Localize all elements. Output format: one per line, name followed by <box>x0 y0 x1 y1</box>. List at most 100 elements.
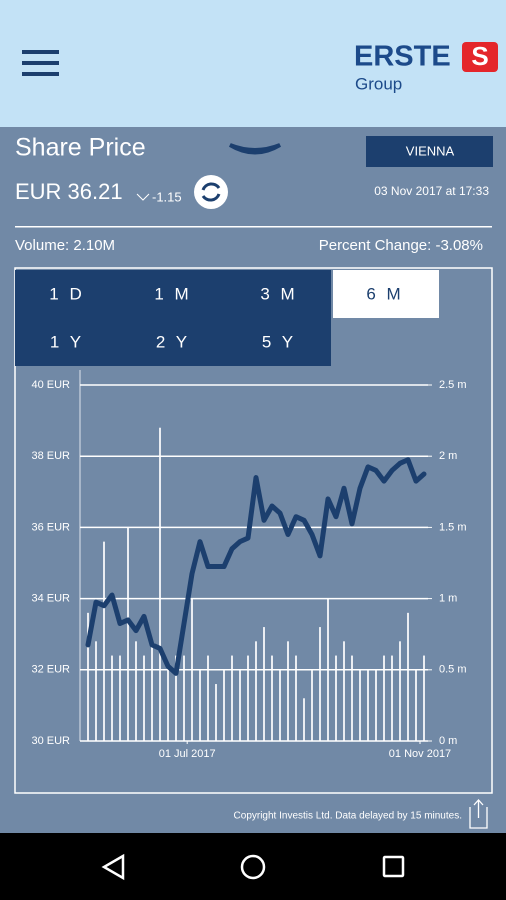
y2-tick-label: 1.5 m <box>439 521 467 533</box>
volume-bar <box>391 655 393 741</box>
volume-bar <box>111 655 113 741</box>
y-tick-label: 38 EUR <box>31 450 70 462</box>
logo-sub: Group <box>355 74 402 93</box>
range-button[interactable]: 5 Y <box>262 332 296 351</box>
volume-bar <box>223 669 225 741</box>
volume: Volume: 2.10M <box>15 237 115 254</box>
logo-icon-s: S <box>471 41 488 71</box>
volume-bar <box>207 655 209 741</box>
volume-bar <box>231 655 233 741</box>
volume-bar <box>383 655 385 741</box>
exchange-button[interactable] <box>366 136 493 167</box>
range-button[interactable]: 3 M <box>260 284 297 303</box>
volume-bar <box>199 669 201 741</box>
volume-bar <box>191 598 193 741</box>
down-arrow <box>136 193 150 201</box>
exchange-label: VIENNA <box>406 143 455 158</box>
refresh-button[interactable] <box>194 175 228 209</box>
volume-bar <box>87 612 89 741</box>
header-bar <box>0 0 506 127</box>
y2-tick-label: 2 m <box>439 450 457 462</box>
volume-bar <box>151 641 153 741</box>
volume-bar <box>279 669 281 741</box>
chart-frame <box>14 267 493 794</box>
y2-tick-label: 1 m <box>439 593 457 605</box>
home-button[interactable] <box>240 854 266 880</box>
percent-change: Percent Change: -3.08% <box>319 237 483 254</box>
volume-bar <box>359 669 361 741</box>
volume-bar <box>343 641 345 741</box>
refresh-icon <box>201 182 221 202</box>
menu-line <box>22 72 59 76</box>
y2-tick-label: 2.5 m <box>439 379 467 391</box>
volume-bar <box>239 669 241 741</box>
title: Share Price <box>15 134 146 162</box>
recents-button[interactable] <box>382 855 405 878</box>
range-selector: 1 D 1 M 3 M 6 M 1 Y 2 Y 5 Y <box>15 270 439 366</box>
volume-bar <box>127 527 129 741</box>
volume-bar <box>255 641 257 741</box>
y-tick-label: 36 EUR <box>31 521 70 533</box>
price: EUR 36.21 <box>15 179 123 204</box>
y-tick-label: 40 EUR <box>31 379 70 391</box>
date: 03 Nov 2017 at 17:33 <box>374 184 489 198</box>
y-tick-label: 32 EUR <box>31 664 70 676</box>
x-tick-label: 01 Jul 2017 <box>159 748 216 760</box>
volume-bar <box>303 698 305 741</box>
volume-bar <box>135 641 137 741</box>
share-button[interactable] <box>469 799 488 829</box>
volume-bar <box>175 655 177 741</box>
volume-bar <box>287 641 289 741</box>
volume-bar <box>407 612 409 741</box>
volume-bar <box>167 669 169 741</box>
volume-bar <box>415 669 417 741</box>
price-change: -1.15 <box>152 189 182 204</box>
volume-bar <box>103 541 105 741</box>
y-tick-label: 34 EUR <box>31 593 70 605</box>
range-button[interactable]: 1 Y <box>50 332 84 351</box>
volume-bar <box>423 655 425 741</box>
copyright: Copyright Investis Ltd. Data delayed by … <box>234 811 462 822</box>
logo: ERSTE <box>354 41 451 73</box>
volume-bar <box>335 655 337 741</box>
logo-icon <box>462 42 498 72</box>
volume-bar <box>119 655 121 741</box>
price-line <box>85 457 427 676</box>
volume-bar <box>159 427 161 741</box>
y2-tick-label: 0.5 m <box>439 664 467 676</box>
volume-bar <box>375 669 377 741</box>
range-button[interactable]: 1 M <box>154 284 191 303</box>
range-panel <box>15 270 331 366</box>
back-button[interactable] <box>101 853 125 881</box>
volume-bar <box>319 627 321 741</box>
menu-line <box>22 50 59 54</box>
volume-bar <box>367 669 369 741</box>
menu-line <box>22 61 59 65</box>
divider <box>15 226 492 228</box>
volume-bar <box>271 655 273 741</box>
volume-bar <box>351 655 353 741</box>
collapse-chevron[interactable] <box>228 143 282 155</box>
range-button[interactable]: 6 M <box>366 284 403 303</box>
volume-bar <box>143 655 145 741</box>
volume-bar <box>95 641 97 741</box>
range-selected <box>333 270 439 318</box>
y-tick-label: 30 EUR <box>31 735 70 747</box>
range-button[interactable]: 1 D <box>49 284 84 303</box>
menu-button[interactable] <box>22 50 59 76</box>
y2-tick-label: 0 m <box>439 735 457 747</box>
nav-bar <box>0 833 506 900</box>
volume-bar <box>183 655 185 741</box>
volume-bar <box>311 669 313 741</box>
range-button[interactable]: 2 Y <box>156 332 190 351</box>
volume-bar <box>399 641 401 741</box>
volume-bar <box>247 655 249 741</box>
volume-bar <box>263 627 265 741</box>
volume-bar <box>215 684 217 741</box>
content-bg <box>0 127 506 833</box>
volume-bar <box>327 598 329 741</box>
x-tick-label: 01 Nov 2017 <box>389 748 451 760</box>
